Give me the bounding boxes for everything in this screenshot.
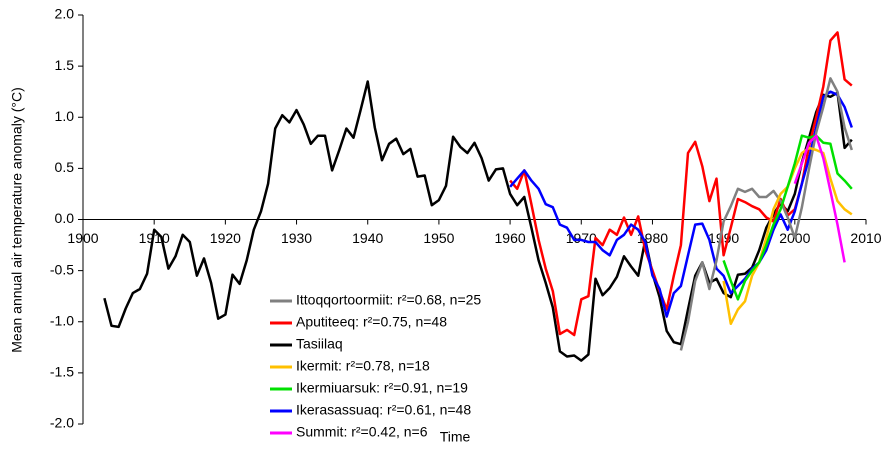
legend-label: Aputiteeq: r²=0.75, n=48 (296, 314, 447, 330)
y-tick-label: 0.5 (55, 159, 75, 175)
x-tick-label: 1900 (67, 230, 98, 246)
y-tick-label: 1.0 (55, 108, 75, 124)
series-line (679, 77, 853, 351)
series-line (793, 134, 846, 263)
x-tick-label: 1930 (281, 230, 312, 246)
y-tick-label: 1.5 (55, 57, 75, 73)
legend-label: Ikermiuarsuk: r²=0.91, n=19 (296, 380, 468, 396)
legend-label: Summit: r²=0.42, n=6 (296, 424, 428, 440)
y-tick-label: 0.0 (55, 210, 75, 226)
legend-label: Ikerasassuaq: r²=0.61, n=48 (296, 402, 471, 418)
x-tick-label: 1940 (352, 230, 383, 246)
series-line (509, 31, 853, 337)
legend-label: Ittoqqortoormiit: r²=0.68, n=25 (296, 292, 481, 308)
y-tick-label: -1.0 (50, 312, 74, 328)
y-tick-label: -0.5 (50, 261, 74, 277)
series-line (103, 80, 853, 362)
x-tick-label: 1920 (210, 230, 241, 246)
x-tick-label: 1950 (423, 230, 454, 246)
x-axis-title: Time (440, 429, 471, 445)
legend-label: Tasiilaq (296, 336, 343, 352)
series-line (509, 90, 853, 318)
legend-label: Ikermit: r²=0.78, n=18 (296, 358, 430, 374)
x-tick-label: 1990 (708, 230, 739, 246)
x-tick-label: 1960 (495, 230, 526, 246)
x-tick-label: 2010 (850, 230, 881, 246)
y-tick-label: 2.0 (55, 6, 75, 22)
y-tick-label: -2.0 (50, 415, 74, 431)
series-line (722, 134, 853, 301)
y-axis-title: Mean annual air temperature anomaly (°C) (9, 87, 25, 353)
y-tick-label: -1.5 (50, 364, 74, 380)
